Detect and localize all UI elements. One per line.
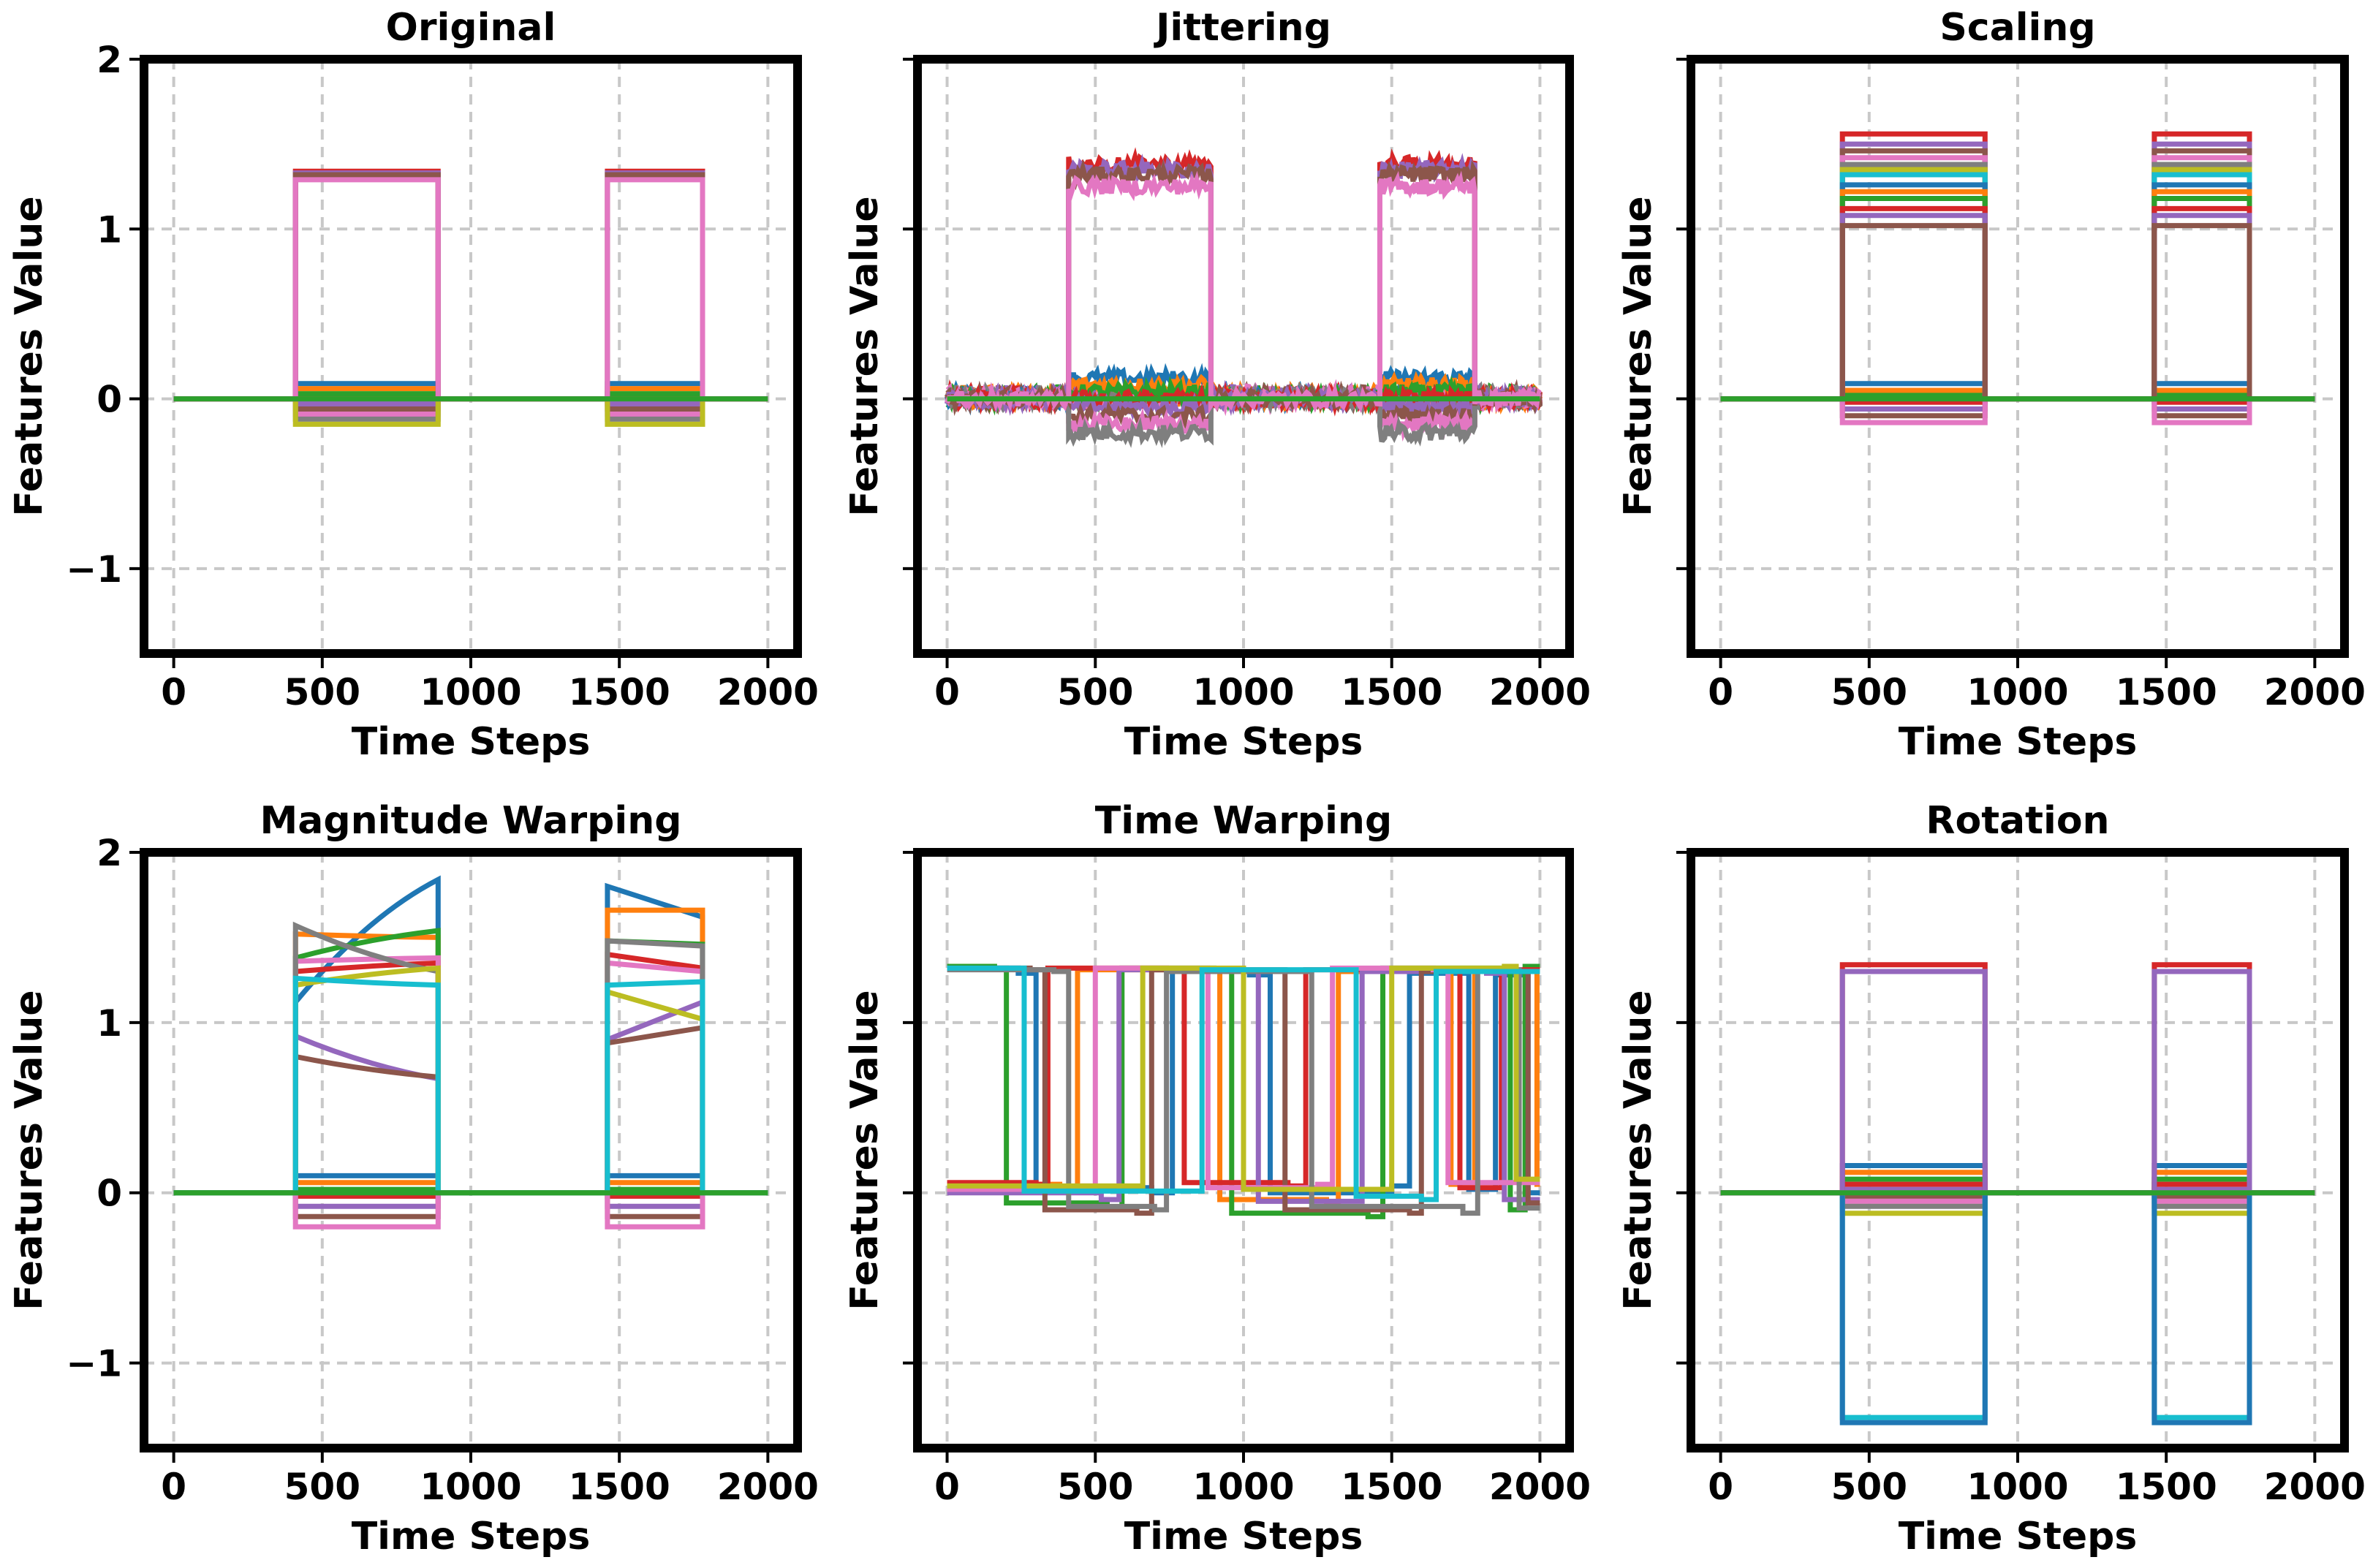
plot-frame [140, 55, 802, 658]
y-tick-label: 2 [96, 832, 122, 874]
plot-frame [140, 848, 802, 1453]
x-axis-label: Time Steps [352, 720, 591, 764]
series-line-high [945, 153, 1543, 416]
x-tick-label: 2000 [1489, 671, 1591, 713]
x-tick-label: 2000 [717, 671, 819, 713]
x-axis-label: Time Steps [1124, 720, 1363, 764]
x-tick-label: 1500 [569, 671, 670, 713]
x-tick-label: 1000 [420, 1466, 521, 1508]
chart-panel-3: 0 500 1000 1500 2000 Scaling Time Steps Feature… [1616, 6, 2366, 764]
plot-frame [1687, 848, 2349, 1453]
x-tick-label: 2000 [1489, 1466, 1591, 1508]
y-axis-label: Features Value [1616, 196, 1660, 516]
series-line-warped-time [947, 965, 1540, 1191]
x-tick-label: 500 [1057, 1466, 1133, 1508]
x-tick-label: 1500 [1341, 1466, 1442, 1508]
plot-frame [1687, 55, 2349, 658]
series-line-warped-time [947, 965, 1540, 1196]
y-tick-label: −1 [66, 1343, 122, 1385]
chart-title: Jittering [1154, 6, 1331, 50]
y-tick-label: 0 [96, 1173, 122, 1215]
y-axis-label: Features Value [1616, 990, 1660, 1310]
plot-area [945, 147, 1543, 449]
y-axis-label: Features Value [843, 990, 887, 1310]
x-tick-label: 1500 [1341, 671, 1442, 713]
series-line-warped-time [947, 965, 1540, 1202]
x-axis-label: Time Steps [1899, 720, 2138, 764]
x-tick-label: 0 [161, 1466, 186, 1508]
series-line-warped [173, 975, 768, 1196]
plot-area [1720, 962, 2315, 1425]
chart-panel-4: 0 500 1000 1500 2000 −1 0 1 2 Magnitude Warping Ti… [7, 799, 819, 1558]
x-tick-label: 1000 [1192, 1466, 1294, 1508]
chart-title: Magnitude Warping [260, 799, 682, 843]
plot-frame [913, 848, 1574, 1453]
x-tick-label: 0 [1708, 1466, 1733, 1508]
x-tick-label: 1500 [569, 1466, 670, 1508]
y-tick-label: 1 [96, 208, 122, 251]
x-tick-label: 500 [284, 1466, 360, 1508]
plot-frame [913, 55, 1574, 658]
chart-title: Time Warping [1095, 799, 1392, 843]
x-tick-label: 1000 [420, 671, 521, 713]
x-tick-label: 0 [1708, 671, 1733, 713]
plot-area [173, 168, 768, 427]
chart-panel-1: 0 500 1000 1500 2000 −1 0 1 2 Original Time Steps F… [7, 6, 819, 764]
y-tick-label: 1 [96, 1002, 122, 1045]
x-tick-label: 2000 [717, 1466, 819, 1508]
x-tick-label: 0 [934, 1466, 960, 1508]
x-tick-label: 2000 [2264, 671, 2366, 713]
chart-panel-5: 0 500 1000 1500 2000 Time Warping Time Steps Fe… [843, 799, 1591, 1558]
y-tick-label: 0 [96, 379, 122, 421]
chart-title: Original [386, 6, 556, 50]
chart-title: Scaling [1939, 6, 2095, 50]
chart-panel-6: 0 500 1000 1500 2000 Rotation Time Steps Featur… [1616, 799, 2366, 1558]
x-tick-label: 1000 [1967, 671, 2068, 713]
series-line-warped-time [947, 963, 1540, 1192]
x-tick-label: 500 [1057, 671, 1133, 713]
x-tick-label: 1500 [2116, 671, 2217, 713]
x-axis-label: Time Steps [352, 1515, 591, 1558]
x-tick-label: 500 [284, 671, 360, 713]
y-axis-label: Features Value [843, 196, 887, 516]
x-tick-label: 2000 [2264, 1466, 2366, 1508]
plot-area [947, 963, 1540, 1219]
x-tick-label: 500 [1831, 1466, 1907, 1508]
x-tick-label: 1000 [1192, 671, 1294, 713]
x-tick-label: 0 [934, 671, 960, 713]
plot-area [173, 875, 768, 1230]
plot-area [1720, 131, 2315, 425]
y-axis-label: Features Value [7, 196, 51, 516]
y-axis-label: Features Value [7, 990, 51, 1310]
x-tick-label: 500 [1831, 671, 1907, 713]
x-tick-label: 1500 [2116, 1466, 2217, 1508]
x-tick-label: 0 [161, 671, 186, 713]
y-tick-label: −1 [66, 548, 122, 591]
y-tick-label: 2 [96, 39, 122, 81]
chart-title: Rotation [1926, 799, 2109, 843]
series-line-high [946, 147, 1543, 417]
x-axis-label: Time Steps [1124, 1515, 1363, 1558]
x-axis-label: Time Steps [1899, 1515, 2138, 1558]
chart-panel-2: 0 500 1000 1500 2000 Jittering Time Steps Featu… [843, 6, 1591, 764]
x-tick-label: 1000 [1967, 1466, 2068, 1508]
